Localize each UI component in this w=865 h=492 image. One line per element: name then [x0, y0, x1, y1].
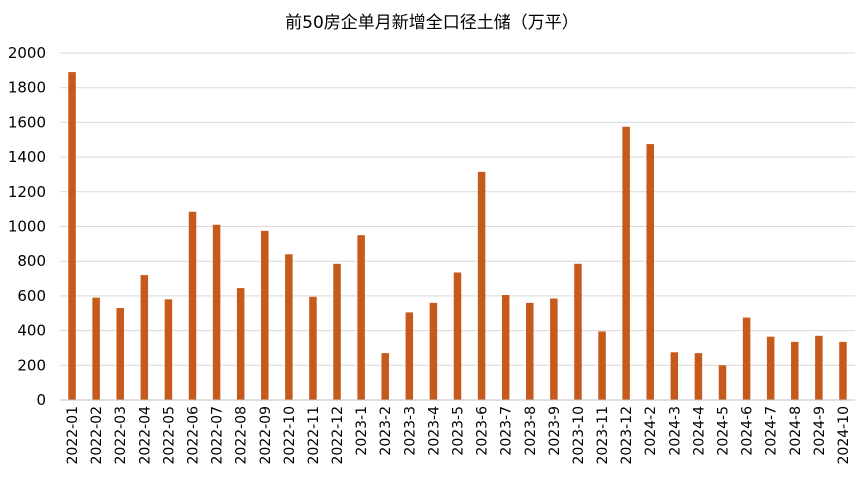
y-tick-label: 2000 [8, 44, 46, 62]
y-tick-label: 1800 [8, 79, 46, 97]
y-tick-label: 1400 [8, 148, 46, 166]
bar [68, 72, 76, 401]
x-tick-label: 2024-7 [764, 406, 780, 456]
x-tick-label: 2023-3 [402, 406, 418, 456]
bar [742, 317, 751, 400]
bar [598, 331, 606, 400]
y-tick-label: 400 [17, 322, 46, 340]
x-tick-label: 2023-1 [354, 406, 370, 456]
x-tick-label: 2022-01 [65, 406, 81, 465]
bar [236, 288, 245, 400]
bar [694, 353, 703, 400]
bar [333, 263, 341, 400]
y-tick-label: 1600 [8, 113, 46, 131]
x-tick-label: 2023-11 [595, 406, 611, 465]
x-tick-label: 2022-11 [306, 406, 322, 465]
x-tick-label: 2023-12 [619, 406, 635, 465]
bar [309, 296, 317, 400]
bar [116, 308, 124, 400]
bar [477, 171, 486, 400]
bar [429, 302, 438, 400]
x-tick-label: 2022-03 [113, 406, 129, 465]
x-tick-label: 2022-06 [186, 406, 202, 465]
y-tick-label: 200 [17, 356, 46, 374]
y-tick-label: 600 [17, 287, 46, 305]
x-tick-label: 2024-9 [812, 406, 828, 456]
x-tick-label: 2024-8 [788, 406, 804, 456]
y-tick-label: 1200 [8, 183, 46, 201]
x-tick-label: 2023-10 [571, 406, 587, 465]
y-tick-labels: 0 200 400 600 800 1000 1200 1400 1600 1800 2000 [8, 44, 46, 409]
x-tick-label: 2024-3 [667, 406, 683, 456]
bar [188, 211, 197, 400]
x-tick-label: 2023-2 [378, 406, 394, 456]
x-tick-label: 2023-5 [451, 406, 467, 456]
x-tick-label: 2022-09 [258, 406, 274, 465]
x-tick-label: 2023-7 [499, 406, 515, 456]
bar [92, 297, 100, 400]
x-tick-label: 2022-12 [330, 406, 346, 465]
x-tick-label: 2024-5 [716, 406, 732, 456]
bar [766, 336, 775, 400]
bar [405, 312, 414, 400]
bar [622, 126, 630, 401]
bar [815, 335, 823, 400]
x-tick-label: 2024-2 [643, 406, 659, 456]
x-tick-label: 2023-6 [475, 406, 491, 456]
x-tick-label: 2024-4 [691, 406, 707, 456]
x-tick-labels: 2022-01 2022-02 2022-03 2022-04 2022-05 2022-… [65, 406, 852, 465]
x-tick-label: 2022-04 [137, 406, 153, 465]
bar [261, 230, 269, 400]
bar [574, 263, 582, 400]
bars [68, 72, 847, 401]
x-tick-label: 2024-10 [836, 406, 852, 465]
bar [646, 144, 654, 400]
x-tick-label: 2022-02 [89, 406, 105, 465]
chart-title: 前50房企单月新增全口径土储（万平） [285, 13, 579, 33]
x-tick-label: 2024-6 [740, 406, 756, 456]
bar [453, 272, 462, 400]
bar [550, 298, 558, 400]
bar [140, 275, 149, 400]
y-tick-label: 800 [17, 252, 46, 270]
bar [791, 341, 799, 400]
y-tick-label: 1000 [8, 218, 46, 236]
bar [501, 295, 510, 400]
bar [381, 353, 389, 400]
bar [212, 224, 221, 400]
x-tick-label: 2023-4 [426, 406, 442, 456]
x-tick-label: 2022-07 [210, 406, 226, 465]
bar [526, 302, 534, 400]
x-tick-label: 2022-10 [282, 406, 298, 465]
bar [718, 365, 727, 400]
bar [357, 235, 365, 400]
bar [839, 341, 847, 400]
x-tick-label: 2022-05 [161, 406, 177, 465]
x-tick-label: 2022-08 [234, 406, 250, 465]
bar [164, 299, 173, 400]
bar [670, 352, 679, 400]
y-tick-label: 0 [36, 391, 46, 409]
bar [285, 254, 293, 400]
x-tick-label: 2023-8 [523, 406, 539, 456]
x-tick-label: 2023-9 [547, 406, 563, 456]
